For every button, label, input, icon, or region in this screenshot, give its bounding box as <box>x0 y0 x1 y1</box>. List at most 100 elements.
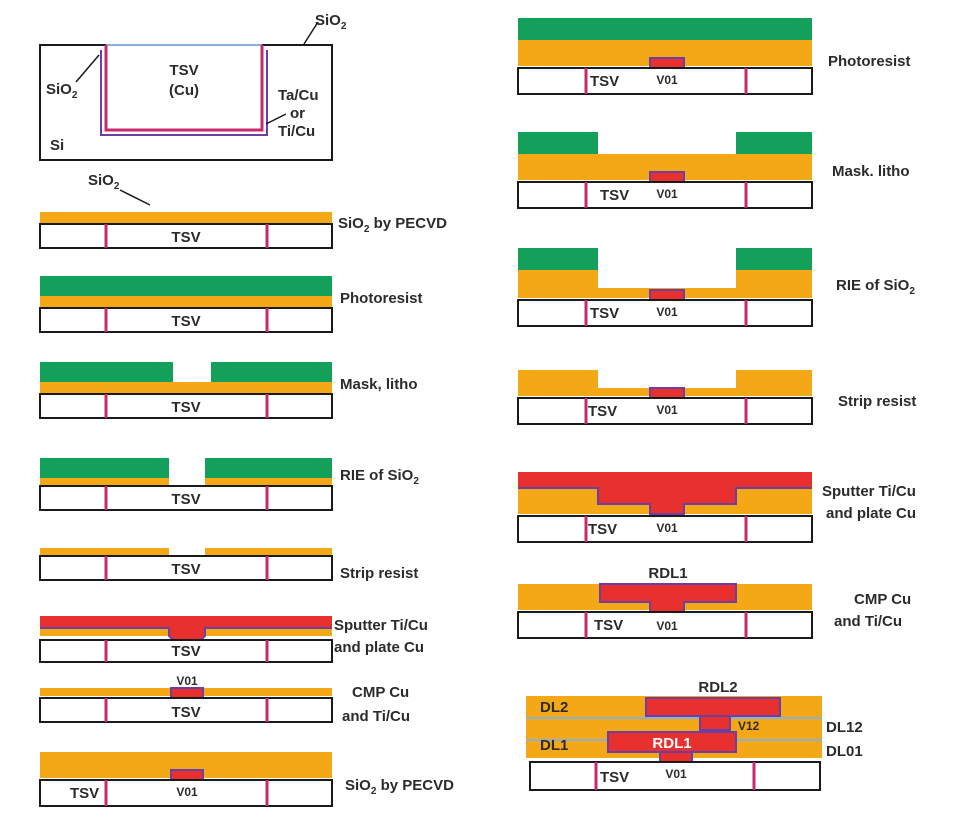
step-caption: Photoresist <box>828 53 911 70</box>
step-sputter-plate-right: TSV V01 Sputter Ti/Cu and plate Cu <box>517 472 916 543</box>
resist-left <box>40 458 169 478</box>
sio2-side-arrow <box>75 54 100 83</box>
wafer-outline <box>39 44 333 161</box>
step-caption-line1: Sputter Ti/Cu <box>334 617 428 634</box>
oxide-layer <box>518 270 812 298</box>
copper-layer <box>518 472 812 514</box>
via-label: V01 <box>656 521 678 535</box>
wafer <box>517 515 813 543</box>
via-v01 <box>649 387 685 399</box>
step-strip-resist-left: TSV Strip resist <box>39 548 418 582</box>
tsv-label: TSV <box>169 62 198 79</box>
wafer <box>529 761 821 791</box>
tsv-label: TSV <box>590 73 619 90</box>
rdl2-trace <box>645 697 781 717</box>
tsv-label: TSV <box>171 399 200 416</box>
resist-right <box>736 248 812 270</box>
wafer <box>39 485 333 511</box>
step-rie-left: TSV RIE of SiO2 <box>39 458 419 511</box>
oxide-layer <box>518 370 812 396</box>
dl2-label: DL2 <box>540 699 568 716</box>
via-v01 <box>649 289 685 301</box>
step-sio2-pecvd-1: TSV SiO2 by PECVD <box>39 212 447 249</box>
via-v01 <box>170 687 204 699</box>
step-photoresist-right: TSV V01 Photoresist <box>517 18 911 95</box>
sio2-side-label: SiO2 <box>46 81 78 101</box>
wafer <box>39 697 333 723</box>
wafer <box>517 67 813 95</box>
liner-arrow <box>265 113 287 125</box>
resist-left <box>518 248 598 270</box>
tsv-label: TSV <box>588 403 617 420</box>
rdl2-label: RDL2 <box>698 679 737 696</box>
step-caption: RIE of SiO2 <box>340 467 419 487</box>
tsv-label: TSV <box>171 313 200 330</box>
wafer <box>39 555 333 581</box>
oxide-right <box>205 478 332 486</box>
liner-opt-1: Ta/Cu <box>278 87 319 104</box>
sio2-pointer: SiO2 <box>88 172 151 206</box>
tsv-label: TSV <box>171 704 200 721</box>
step-mask-litho-left: TSV Mask, litho <box>39 362 418 419</box>
barrier-line <box>518 487 812 515</box>
oxide-right <box>205 548 332 556</box>
via-label: V01 <box>176 785 198 799</box>
resist-left <box>518 132 598 154</box>
step-caption: Photoresist <box>340 290 423 307</box>
via-label: V01 <box>176 674 198 688</box>
via-label: V01 <box>665 767 687 781</box>
wafer <box>39 307 333 333</box>
via-label: V01 <box>656 305 678 319</box>
resist-left <box>40 362 173 382</box>
tsv-label: TSV <box>171 229 200 246</box>
step-sputter-plate-left: TSV Sputter Ti/Cu and plate Cu <box>39 616 428 663</box>
liner-opt-3: Ti/Cu <box>278 123 315 140</box>
step-cmp-left: V01 TSV CMP Cu and Ti/Cu <box>39 674 410 725</box>
oxide-right <box>205 628 332 636</box>
dl01-label: DL01 <box>826 743 863 760</box>
cu-label: (Cu) <box>169 82 199 99</box>
step-caption: Mask, litho <box>340 376 418 393</box>
rdl1-inner-label: RDL1 <box>652 735 691 752</box>
rdl1-label: RDL1 <box>648 565 687 582</box>
v12-label: V12 <box>738 719 760 733</box>
resist-layer <box>40 276 332 296</box>
tsv-label: TSV <box>171 643 200 660</box>
wafer <box>517 397 813 425</box>
tsv-label: TSV <box>588 521 617 538</box>
step-caption: Strip resist <box>838 393 916 410</box>
sio2-top-arrow <box>303 21 319 45</box>
step-caption: RIE of SiO2 <box>836 277 915 297</box>
step-caption-line1: CMP Cu <box>352 684 409 701</box>
wafer <box>517 181 813 209</box>
oxide-left <box>40 548 169 556</box>
via-label: V01 <box>656 403 678 417</box>
dl1-label: DL1 <box>540 737 568 754</box>
liner-opt-2: or <box>290 105 305 122</box>
step-caption: SiO2 by PECVD <box>345 777 454 797</box>
step-caption-line2: and plate Cu <box>334 639 424 656</box>
oxide-left <box>40 628 169 636</box>
tsv-label: TSV <box>171 491 200 508</box>
step-cmp-right: RDL1 TSV V01 CMP Cu and Ti/Cu <box>517 565 911 639</box>
resist-layer <box>518 18 812 40</box>
copper-layer <box>40 616 332 640</box>
tsv-detail: TSV (Cu) SiO2 SiO2 Ta/Cu or Ti/Cu Si <box>39 12 347 161</box>
step-caption-line2: and Ti/Cu <box>834 613 902 630</box>
via-v12 <box>699 715 731 731</box>
step-caption: SiO2 by PECVD <box>338 215 447 235</box>
wafer <box>39 393 333 419</box>
via-v01 <box>649 57 685 69</box>
step-caption: Mask. litho <box>832 163 910 180</box>
via-label: V01 <box>656 619 678 633</box>
tsv-liner <box>104 45 264 132</box>
step-caption: Strip resist <box>340 565 418 582</box>
oxide-layer <box>40 212 332 224</box>
via-v01 <box>170 769 204 781</box>
step-photoresist-left: TSV Photoresist <box>39 276 423 333</box>
wafer <box>517 611 813 639</box>
si-label: Si <box>50 137 64 154</box>
tsv-label: TSV <box>171 561 200 578</box>
